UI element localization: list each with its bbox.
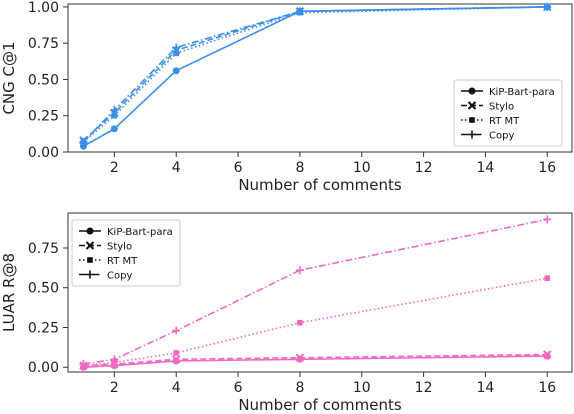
- chart-2-x-tick-label: 10: [353, 380, 371, 396]
- chart-2-series-stylo-point: [295, 353, 305, 362]
- chart-1-y-tick-label: 1.00: [28, 0, 59, 16]
- chart-2-series-copy-point: [295, 266, 304, 275]
- chart-1-x-tick-label: 8: [295, 160, 304, 176]
- chart-1-legend-marker: [468, 87, 476, 95]
- chart-1: 2 4 6 8 10 12 14 16 0.00 0.25 0.50 0.75 1.00 Number o…: [0, 0, 573, 194]
- chart-2-frame: [67, 212, 573, 373]
- chart-2-legend-entry: KiP-Bart-para: [79, 227, 173, 238]
- chart-2-series-copy: [79, 215, 552, 369]
- chart-2-x-tick-label: 16: [538, 380, 556, 396]
- chart-1-y-tick-label: 0.00: [28, 145, 59, 161]
- chart-1-series-copy-point: [110, 105, 119, 114]
- chart-1-x-axis-label: Number of comments: [238, 176, 402, 194]
- chart-1-x-tick-label: 4: [172, 160, 181, 176]
- chart-2-x-tick-label: 2: [110, 380, 119, 396]
- chart-2-series-copy-point: [543, 215, 552, 224]
- chart-2-series-rt-mt-point: [544, 275, 551, 281]
- chart-2-legend-entry: Copy: [79, 270, 132, 282]
- chart-1-series-rt-mt-point: [111, 112, 118, 119]
- chart-2-x-tick-label: 6: [234, 380, 243, 396]
- chart-1-legend-marker: [469, 117, 475, 123]
- chart-1-y-tick-label: 0.50: [28, 72, 59, 88]
- chart-1-series-copy: [79, 2, 552, 146]
- chart-2-series-copy-point: [79, 360, 88, 369]
- chart-2-series-kip-bart-para-line: [83, 355, 548, 368]
- chart-1-x-tick-label: 14: [477, 160, 495, 176]
- chart-2-legend-marker: [85, 241, 95, 250]
- chart-1-x-tick-label: 2: [110, 160, 119, 176]
- chart-1-x-tick-label: 6: [234, 160, 243, 176]
- chart-1-legend: KiP-Bart-para Stylo RT MT Copy: [453, 79, 563, 147]
- chart-1-legend-entry: RT MT: [461, 116, 520, 127]
- chart-2-series-stylo: [79, 350, 552, 370]
- chart-2: 2 4 6 8 10 12 14 16 0.00 0.25 0.50 0.75 Number of co…: [0, 212, 573, 414]
- chart-1-x-tick-label: 12: [415, 160, 433, 176]
- chart-2-legend-marker: [86, 270, 94, 279]
- chart-1-series-copy-point: [172, 43, 181, 52]
- chart-1-series-copy-point: [79, 137, 88, 146]
- chart-1-legend-entry: Copy: [461, 130, 514, 142]
- chart-1-legend-label: Copy: [489, 131, 514, 142]
- chart-2-y-axis-label: LUAR R@8: [0, 253, 18, 332]
- chart-1-frame: [67, 3, 573, 153]
- chart-1-legend-label: RT MT: [489, 116, 520, 127]
- chart-2-legend-label: RT MT: [107, 256, 138, 267]
- chart-1-legend-label: KiP-Bart-para: [489, 87, 555, 98]
- chart-1-x-tick-label: 10: [353, 160, 371, 176]
- chart-2-legend-label: Stylo: [107, 242, 132, 253]
- chart-2-y-tick-label: 0.75: [28, 241, 59, 257]
- chart-2-y-tick-label: 0.50: [28, 281, 59, 297]
- chart-2-legend: KiP-Bart-para Stylo RT MT Copy: [71, 219, 181, 287]
- chart-2-legend-entry: RT MT: [79, 256, 138, 267]
- chart-1-series-kip-bart-para-point: [172, 67, 180, 75]
- chart-2-series-copy-point: [172, 326, 181, 335]
- chart-2-legend-label: KiP-Bart-para: [107, 227, 173, 238]
- chart-1-y-axis-label: CNG C@1: [0, 41, 18, 114]
- chart-1-legend-marker: [467, 101, 477, 110]
- chart-2-legend-box: [71, 219, 181, 287]
- chart-2-series-rt-mt-line: [83, 277, 548, 367]
- chart-2-y-tick-label: 0.00: [28, 360, 59, 376]
- chart-1-y-tick-label: 0.75: [28, 36, 59, 52]
- chart-2-legend-marker: [87, 257, 93, 263]
- chart-2-series-rt-mt-point: [173, 350, 180, 356]
- chart-1-legend-entry: Stylo: [461, 101, 514, 113]
- chart-2-series-rt-mt-point: [297, 319, 303, 326]
- chart-2-series-stylo-point: [543, 350, 552, 359]
- chart-2-legend-label: Copy: [107, 271, 132, 282]
- chart-1-x-tick-label: 16: [538, 160, 556, 176]
- chart-1-series-copy-point: [295, 7, 304, 16]
- chart-2-legend-marker: [86, 227, 94, 235]
- chart-1-series-kip-bart-para-point: [110, 125, 118, 133]
- chart-2-x-tick-label: 12: [415, 380, 433, 396]
- chart-1-series-rt-mt-point: [173, 50, 180, 57]
- chart-2-series-rt-mt: [80, 275, 551, 369]
- chart-2-series-stylo-line: [83, 353, 548, 367]
- chart-1-legend-label: Stylo: [489, 102, 514, 113]
- chart-2-x-tick-label: 4: [172, 380, 181, 396]
- chart-1-legend-box: [453, 79, 563, 147]
- chart-2-x-axis-label: Number of comments: [238, 396, 402, 414]
- chart-2-legend-entry: Stylo: [79, 241, 132, 253]
- chart-1-series-copy-point: [543, 2, 552, 11]
- chart-2-series-stylo-point: [172, 355, 181, 364]
- chart-2-x-tick-label: 8: [295, 380, 304, 396]
- chart-1-legend-marker: [468, 130, 476, 139]
- chart-2-x-tick-label: 14: [477, 380, 495, 396]
- chart-2-series-copy-point: [110, 355, 119, 364]
- chart-1-y-tick-label: 0.25: [28, 109, 59, 125]
- chart-2-y-tick-label: 0.25: [28, 320, 59, 336]
- chart-1-legend-entry: KiP-Bart-para: [461, 87, 555, 98]
